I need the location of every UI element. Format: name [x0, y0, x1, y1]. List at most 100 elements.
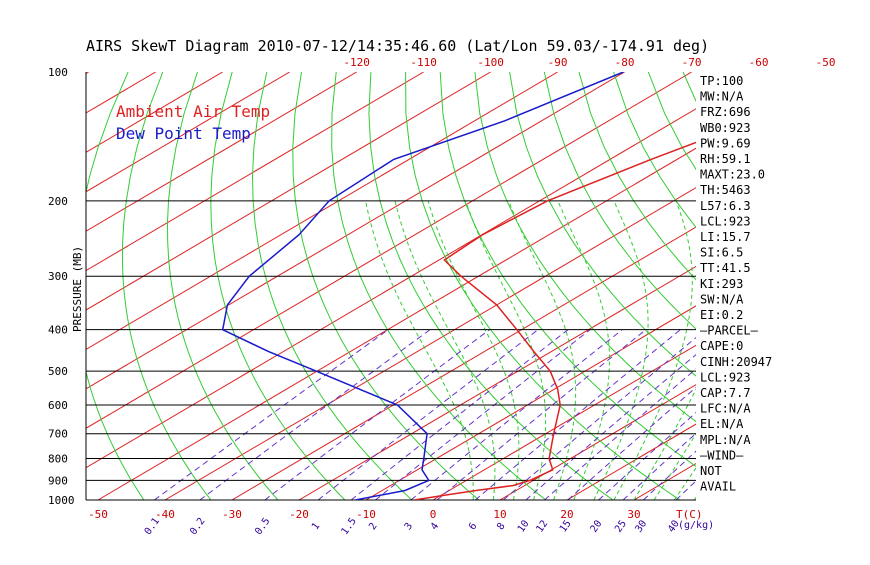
- isotherm-line: [86, 72, 625, 390]
- isotherm-line: [86, 72, 357, 232]
- pressure-tick-label: 1000: [48, 494, 75, 507]
- bottom-temp-unit: T(C): [676, 508, 703, 521]
- mixing-ratio-label: 1: [310, 521, 322, 532]
- index-value: WB0:923: [700, 121, 751, 135]
- isotherm-line: [86, 72, 290, 193]
- bottom-temp-tick-label: -30: [222, 508, 242, 521]
- dry-adiabat-line: [578, 72, 696, 281]
- moist-adiabat-line: [394, 200, 496, 500]
- index-value: LCL:923: [700, 370, 751, 384]
- isotherm-line: [97, 147, 696, 500]
- mixing-ratio-line: [350, 329, 569, 500]
- index-value: TH:5463: [700, 183, 751, 197]
- mixing-ratio-line: [199, 329, 431, 500]
- bottom-temp-tick-label: 0: [430, 508, 437, 521]
- index-value: SI:6.5: [700, 246, 743, 260]
- mixing-ratio-label: 3: [403, 521, 415, 532]
- isotherm-line: [365, 305, 696, 500]
- moist-adiabat-line: [593, 200, 649, 500]
- index-value: NOT: [700, 464, 722, 478]
- mixing-ratio-label: 2: [367, 521, 379, 532]
- mixing-ratio-line: [503, 336, 696, 500]
- isotherm-line: [86, 72, 491, 311]
- pressure-tick-label: 200: [48, 195, 68, 208]
- top-temp-tick-label: -110: [410, 56, 437, 69]
- index-value: —PARCEL—: [700, 324, 759, 338]
- pressure-tick-label: 800: [48, 453, 68, 466]
- mixing-ratio-label: 4: [429, 521, 441, 532]
- dry-adiabat-line: [121, 72, 212, 500]
- dry-adiabat-line: [210, 72, 346, 500]
- pressure-tick-label: 100: [48, 66, 68, 79]
- moist-adiabat-line: [653, 432, 696, 500]
- index-value: KI:293: [700, 277, 743, 291]
- dry-adiabat-line: [752, 72, 870, 500]
- dry-adiabat-line: [331, 72, 547, 500]
- mixing-ratio-label: 6: [467, 521, 479, 532]
- bottom-temp-tick-label: -50: [88, 508, 108, 521]
- top-temp-tick-label: -100: [477, 56, 504, 69]
- index-value: TP:100: [700, 74, 743, 88]
- isotherm-line: [86, 72, 424, 272]
- bottom-temp-tick-label: 30: [627, 508, 640, 521]
- legend-dew-point: Dew Point Temp: [116, 124, 251, 143]
- isotherm-line: [499, 384, 696, 500]
- isotherm-line: [164, 187, 696, 500]
- bottom-temp-tick-label: -40: [155, 508, 175, 521]
- index-value: LI:15.7: [700, 230, 751, 244]
- mixing-ratio-label: 10: [516, 518, 532, 534]
- index-value: CAP:7.7: [700, 386, 751, 400]
- index-value: EL:N/A: [700, 417, 744, 431]
- dry-adiabat-line: [787, 72, 870, 500]
- index-value: RH:59.1: [700, 152, 751, 166]
- mixing-ratio-label: 8: [495, 521, 507, 532]
- mixing-ratio-line: [317, 329, 539, 500]
- isobar-lines: [85, 72, 696, 501]
- pressure-tick-label: 600: [48, 399, 68, 412]
- index-value: MW:N/A: [700, 90, 744, 104]
- index-value: PW:9.69: [700, 136, 751, 150]
- dew-point-profile: [221, 72, 624, 500]
- moist-adiabat-line: [508, 200, 577, 500]
- bottom-temp-tick-label: -20: [289, 508, 309, 521]
- index-value: MPL:N/A: [700, 433, 751, 447]
- index-value: MAXT:23.0: [700, 168, 765, 182]
- isotherm-line: [768, 72, 870, 500]
- index-value: CINH:20947: [700, 355, 772, 369]
- index-value: SW:N/A: [700, 292, 744, 306]
- index-value: LCL:923: [700, 214, 751, 228]
- moist-adiabat-line: [365, 200, 474, 500]
- top-temp-tick-label: -90: [548, 56, 568, 69]
- top-temp-tick-label: -60: [749, 56, 769, 69]
- chart-title: AIRS SkewT Diagram 2010-07-12/14:35:46.6…: [86, 37, 709, 55]
- moist-adiabat-line: [465, 200, 547, 500]
- moist-adiabat-line: [633, 388, 696, 500]
- dry-adiabat-line: [292, 72, 480, 500]
- top-temp-tick-label: -70: [682, 56, 702, 69]
- mixing-ratio-label: 0.5: [253, 516, 272, 537]
- dry-adiabat-line: [474, 72, 696, 423]
- mixing-ratio-label: 12: [534, 518, 550, 534]
- index-value: L57:6.3: [700, 199, 751, 213]
- dry-adiabat-line: [543, 72, 696, 330]
- moist-adiabat-line: [557, 200, 610, 500]
- legend-air-temp: Ambient Air Temp: [116, 102, 270, 121]
- dry-adiabat-line: [405, 72, 681, 500]
- mixing-ratio-line: [525, 353, 696, 500]
- index-value: EI:0.2: [700, 308, 743, 322]
- isotherm-line: [835, 72, 870, 500]
- mixing-ratio-label: 20: [589, 518, 605, 534]
- index-value: —WIND—: [700, 448, 744, 462]
- top-temp-tick-label: -80: [615, 56, 635, 69]
- pressure-tick-label: 300: [48, 270, 68, 283]
- isotherm-line: [86, 72, 223, 153]
- index-value: LFC:N/A: [700, 402, 751, 416]
- dry-adiabat-line: [439, 72, 696, 467]
- index-value: CAPE:0: [700, 339, 743, 353]
- air-temp-profile: [414, 141, 696, 500]
- profile-lines: [221, 72, 696, 500]
- dry-adiabat-line: [856, 72, 870, 500]
